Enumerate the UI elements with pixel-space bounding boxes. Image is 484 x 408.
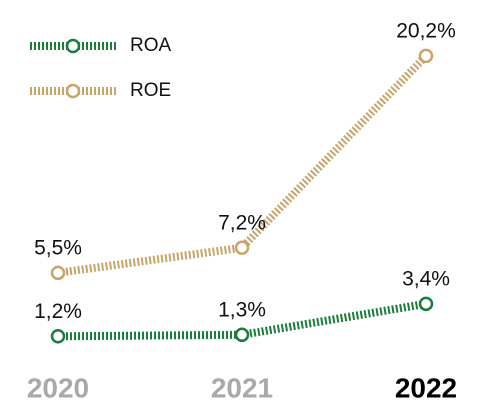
legend-marker xyxy=(65,38,81,54)
legend-label: ROA xyxy=(130,35,172,56)
data-label: 20,2% xyxy=(396,19,456,42)
point xyxy=(234,240,250,255)
point xyxy=(234,327,250,343)
data-label: 7,2% xyxy=(218,211,266,234)
legend-marker xyxy=(65,83,81,99)
point xyxy=(418,48,434,64)
x-tick-label: 2022 xyxy=(395,372,457,403)
point xyxy=(418,296,434,312)
point xyxy=(50,265,66,281)
x-tick-label: 2021 xyxy=(211,372,273,403)
legend-label: ROE xyxy=(130,80,171,101)
line xyxy=(57,53,429,277)
x-tick-label: 2020 xyxy=(27,372,89,403)
data-label: 1,3% xyxy=(218,298,266,321)
point xyxy=(50,329,66,344)
data-label: 3,4% xyxy=(402,267,450,290)
data-label: 1,2% xyxy=(34,300,82,323)
data-label: 5,5% xyxy=(34,236,82,259)
